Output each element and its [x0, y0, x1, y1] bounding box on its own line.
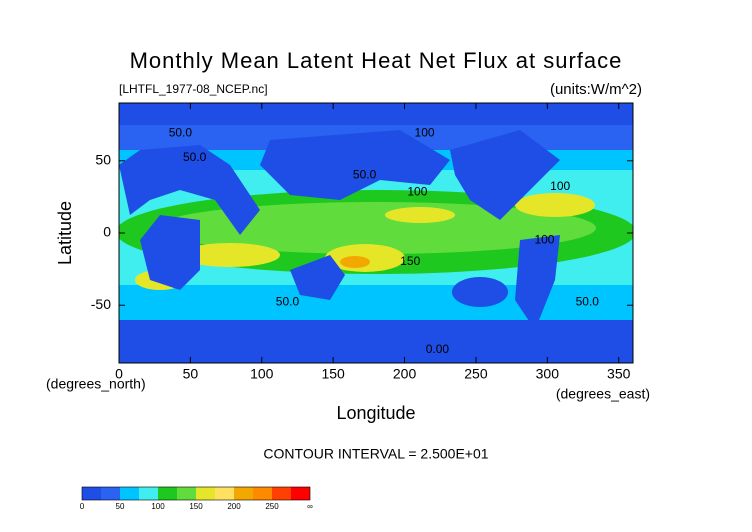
- contour-label: 0.00: [426, 342, 450, 356]
- file-name: [LHTFL_1977-08_NCEP.nc]: [119, 82, 268, 96]
- y-tick-label: -50: [91, 296, 111, 312]
- x-axis-label: Longitude: [336, 403, 415, 423]
- x-tick-label: 150: [321, 366, 345, 382]
- colorbar-segment: [234, 487, 253, 500]
- land: [140, 215, 200, 290]
- x-tick-label: 250: [464, 366, 488, 382]
- x-tick-label: 200: [393, 366, 417, 382]
- colorbar-segment: [291, 487, 310, 500]
- colorbar-segment: [196, 487, 215, 500]
- land: [515, 235, 560, 330]
- y-unit-label: (degrees_north): [46, 376, 146, 392]
- y-axis-label: Latitude: [55, 201, 75, 265]
- colorbar-segment: [82, 487, 101, 500]
- colorbar-segment: [215, 487, 234, 500]
- field-blob: [515, 193, 595, 217]
- contour-label: 100: [534, 232, 554, 246]
- land: [290, 255, 345, 300]
- contour-interval: CONTOUR INTERVAL = 2.500E+01: [263, 446, 488, 462]
- colorbar-label: 0: [80, 502, 85, 511]
- colorbar-frame: [81, 486, 311, 501]
- contour-label: 150: [400, 254, 420, 268]
- field-band: [156, 202, 596, 254]
- land: [450, 130, 560, 220]
- colorbar-label: 250: [265, 502, 279, 511]
- colorbar-segment: [120, 487, 139, 500]
- contour-label: 100: [550, 179, 570, 193]
- units: (units:W/m^2): [550, 81, 642, 98]
- colorbar-label: 200: [227, 502, 241, 511]
- contour-label: 50.0: [169, 126, 193, 140]
- contour-label: 100: [415, 126, 435, 140]
- map-field: [119, 103, 633, 363]
- contour-label: 50.0: [276, 295, 300, 309]
- x-tick-label: 300: [536, 366, 560, 382]
- colorbar-segment: [253, 487, 272, 500]
- land: [260, 130, 450, 200]
- y-tick-label: 50: [95, 151, 111, 167]
- field-band: [119, 330, 633, 363]
- contour-label: 50.0: [183, 150, 207, 164]
- x-tick-label: 100: [250, 366, 274, 382]
- field-blob: [452, 277, 508, 307]
- colorbar-label: 100: [151, 502, 165, 511]
- colorbar-segment: [272, 487, 291, 500]
- x-tick-label: 350: [607, 366, 631, 382]
- field-blob: [180, 243, 280, 267]
- y-tick-label: 0: [103, 224, 111, 240]
- colorbar-segment: [139, 487, 158, 500]
- colorbar-label: 150: [189, 502, 203, 511]
- contour-label: 50.0: [576, 295, 600, 309]
- contour-label: 50.0: [353, 167, 377, 181]
- x-tick-label: 50: [183, 366, 199, 382]
- contour-label: 100: [407, 185, 427, 199]
- colorbar-label: 50: [116, 502, 125, 511]
- field-blob: [340, 256, 370, 268]
- x-unit-label: (degrees_east): [556, 386, 650, 402]
- x-tick-label: 0: [115, 366, 123, 382]
- colorbar-segment: [177, 487, 196, 500]
- colorbar-segment: [101, 487, 120, 500]
- land: [119, 145, 260, 235]
- colorbar-label: ∞: [307, 502, 313, 511]
- colorbar-segment: [158, 487, 177, 500]
- field-blob: [385, 207, 455, 223]
- chart-title: Monthly Mean Latent Heat Net Flux at sur…: [130, 48, 623, 73]
